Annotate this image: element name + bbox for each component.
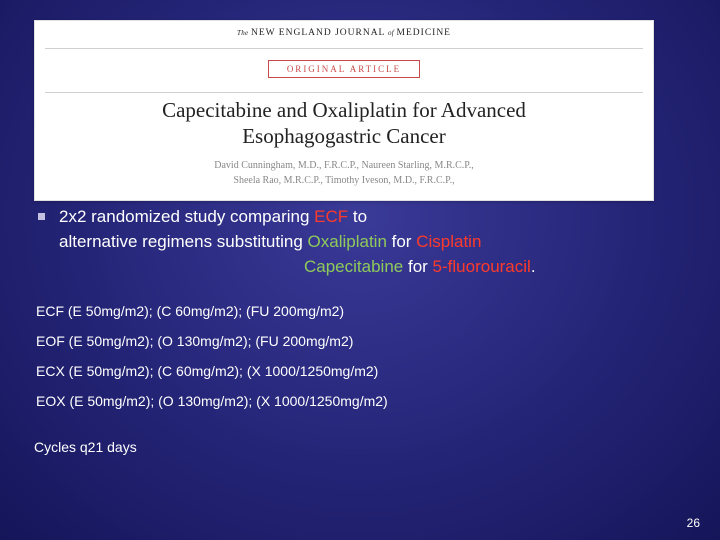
title-line1: Capecitabine and Oxaliplatin for Advance…	[162, 98, 526, 122]
header-main1: NEW ENGLAND JOURNAL	[251, 28, 385, 38]
journal-header: The NEW ENGLAND JOURNAL of MEDICINE	[45, 27, 643, 38]
text: for	[403, 257, 432, 276]
text: for	[387, 232, 416, 251]
text-highlight-red: Cisplatin	[416, 232, 481, 251]
text: .	[531, 257, 536, 276]
divider	[45, 92, 643, 93]
text: 2x2 randomized study comparing	[59, 207, 314, 226]
article-tag: ORIGINAL ARTICLE	[268, 60, 420, 78]
title-line2: Esophagogastric Cancer	[242, 124, 446, 148]
study-line2: alternative regimens substituting Oxalip…	[59, 231, 686, 254]
slide-content: 2x2 randomized study comparing ECF to al…	[34, 206, 686, 455]
text-highlight-green: Capecitabine	[304, 257, 403, 276]
header-of: of	[388, 29, 394, 37]
study-line3: Capecitabine for 5-fluorouracil.	[304, 256, 686, 279]
text-highlight-red: ECF	[314, 207, 348, 226]
authors-line2: Sheela Rao, M.R.C.P., Timothy Iveson, M.…	[233, 175, 454, 186]
regimen-item: EOF (E 50mg/m2); (O 130mg/m2); (FU 200mg…	[36, 333, 686, 349]
regimen-item: EOX (E 50mg/m2); (O 130mg/m2); (X 1000/1…	[36, 393, 686, 409]
text-highlight-green: Oxaliplatin	[308, 232, 387, 251]
article-authors: David Cunningham, M.D., F.R.C.P., Nauree…	[105, 158, 583, 188]
header-main2: MEDICINE	[397, 28, 451, 38]
text-highlight-red: 5-fluorouracil	[433, 257, 531, 276]
divider	[45, 48, 643, 49]
regimen-item: ECF (E 50mg/m2); (C 60mg/m2); (FU 200mg/…	[36, 303, 686, 319]
header-prefix: The	[237, 29, 248, 37]
bullet-row: 2x2 randomized study comparing ECF to	[34, 206, 686, 229]
regimen-list: ECF (E 50mg/m2); (C 60mg/m2); (FU 200mg/…	[36, 303, 686, 409]
article-title: Capecitabine and Oxaliplatin for Advance…	[105, 97, 583, 150]
regimen-item: ECX (E 50mg/m2); (C 60mg/m2); (X 1000/12…	[36, 363, 686, 379]
study-line1: 2x2 randomized study comparing ECF to	[59, 206, 367, 229]
journal-clipping: The NEW ENGLAND JOURNAL of MEDICINE ORIG…	[34, 20, 654, 201]
cycles-text: Cycles q21 days	[34, 439, 686, 455]
bullet-icon	[38, 213, 45, 220]
authors-line1: David Cunningham, M.D., F.R.C.P., Nauree…	[214, 160, 474, 171]
page-number: 26	[687, 516, 700, 530]
text: to	[348, 207, 367, 226]
text: alternative regimens substituting	[59, 232, 308, 251]
